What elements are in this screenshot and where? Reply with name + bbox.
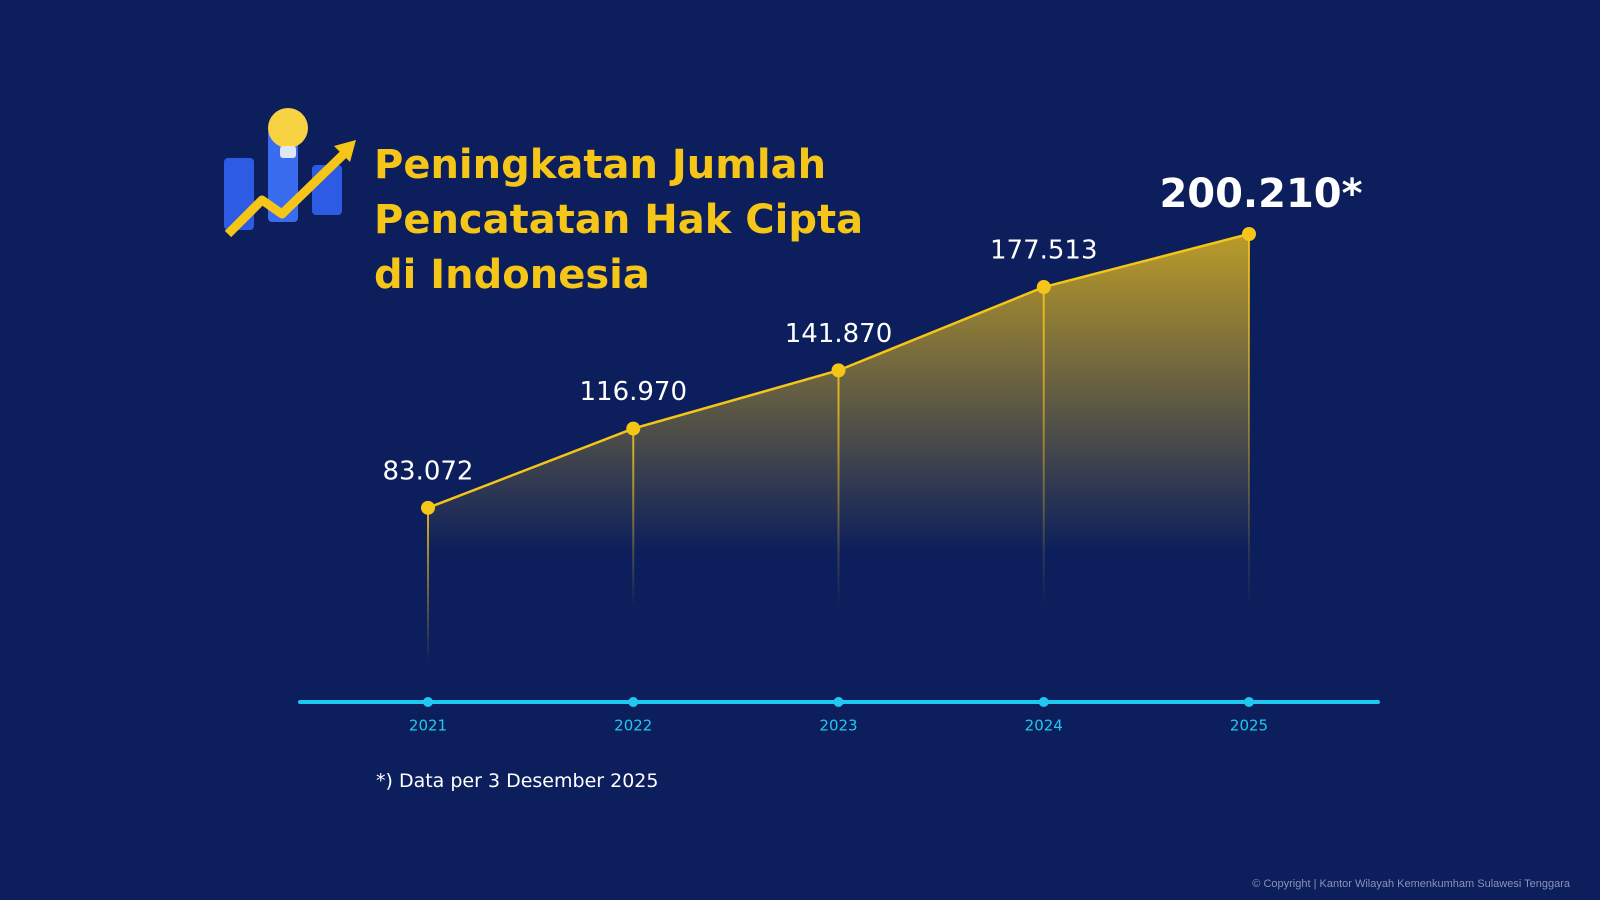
- drop-line: [632, 428, 635, 607]
- drop-line: [1042, 287, 1045, 607]
- copyright: © Copyright | Kantor Wilayah Kemenkumham…: [1252, 878, 1570, 890]
- point: [1036, 280, 1051, 295]
- value-label: 141.870: [785, 319, 893, 349]
- x-tick-label: 2021: [409, 717, 447, 735]
- x-tick: [1038, 697, 1049, 707]
- chart-title: Peningkatan Jumlah Pencatatan Hak Cipta …: [374, 142, 864, 298]
- value-label: 200.210*: [1159, 171, 1362, 217]
- drop-line: [427, 507, 429, 662]
- x-tick: [1244, 697, 1254, 707]
- title-icon: [224, 108, 356, 238]
- x-tick-label: 2025: [1230, 717, 1268, 735]
- value-label: 177.513: [990, 236, 1098, 266]
- x-tick-label: 2024: [1025, 717, 1063, 735]
- footnote: *) Data per 3 Desember 2025: [376, 770, 659, 792]
- value-label: 83.072: [383, 456, 474, 486]
- point: [831, 363, 846, 378]
- point: [1242, 227, 1256, 241]
- drop-line: [1248, 234, 1250, 607]
- x-tick-label: 2023: [819, 717, 857, 735]
- x-tick: [423, 697, 433, 707]
- drop-line: [837, 370, 840, 607]
- point: [626, 421, 641, 436]
- x-tick: [628, 697, 639, 707]
- x-tick: [833, 697, 844, 707]
- point: [421, 500, 435, 515]
- x-tick-label: 2022: [614, 717, 652, 735]
- value-label: 116.970: [579, 377, 687, 407]
